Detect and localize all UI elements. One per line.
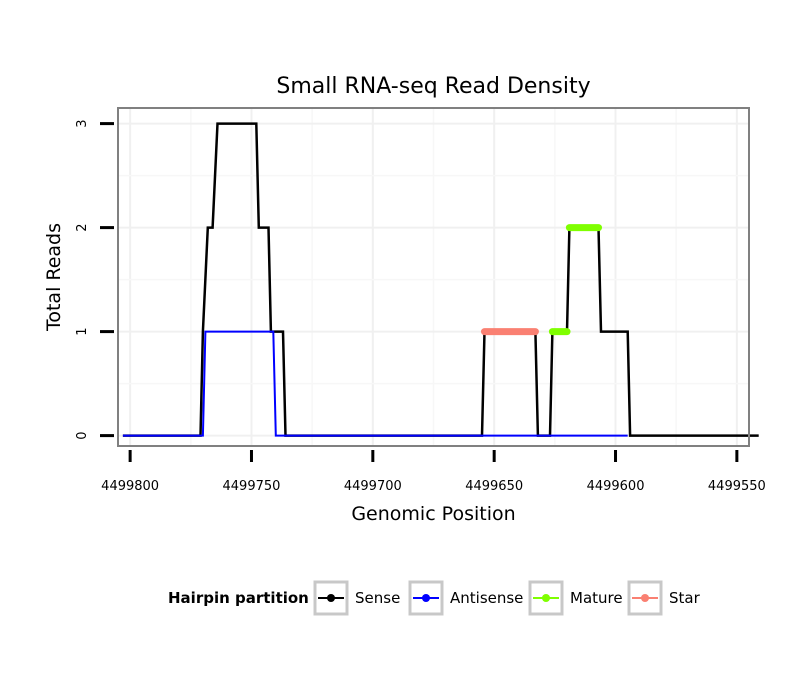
axes: 4499800 4499750 4499700 4499650 4499600 44995… — [75, 119, 766, 494]
legend-marker-antisense — [422, 594, 430, 602]
x-tick-label: 4499550 — [708, 479, 766, 494]
legend-marker-mature — [542, 594, 550, 602]
legend-marker-sense — [327, 594, 335, 602]
x-tick-label: 4499750 — [223, 479, 281, 494]
x-tick-label: 4499650 — [465, 479, 523, 494]
legend-marker-star — [641, 594, 649, 602]
legend-label-sense: Sense — [355, 589, 400, 607]
x-tick-label: 4499700 — [344, 479, 402, 494]
chart-title: Small RNA-seq Read Density — [276, 74, 590, 99]
y-axis-title: Total Reads — [43, 223, 65, 332]
legend-label-mature: Mature — [570, 589, 623, 607]
legend-label-antisense: Antisense — [450, 589, 523, 607]
y-tick-label: 0 — [75, 431, 90, 439]
y-tick-label: 1 — [75, 327, 90, 335]
legend-label-star: Star — [669, 589, 701, 607]
legend-title: Hairpin partition — [168, 589, 309, 607]
grid-lines — [118, 108, 749, 446]
series-line-antisense — [122, 330, 628, 437]
x-tick-label: 4499600 — [587, 479, 645, 494]
plot-border — [117, 107, 750, 447]
y-tick-label: 2 — [75, 223, 90, 231]
y-tick-label: 3 — [75, 119, 90, 127]
x-axis-title: Genomic Position — [351, 503, 515, 525]
x-tick-label: 4499800 — [101, 479, 159, 494]
series-layer — [122, 122, 759, 437]
legend: Hairpin partition Sense Antisense Mature St… — [168, 580, 701, 616]
